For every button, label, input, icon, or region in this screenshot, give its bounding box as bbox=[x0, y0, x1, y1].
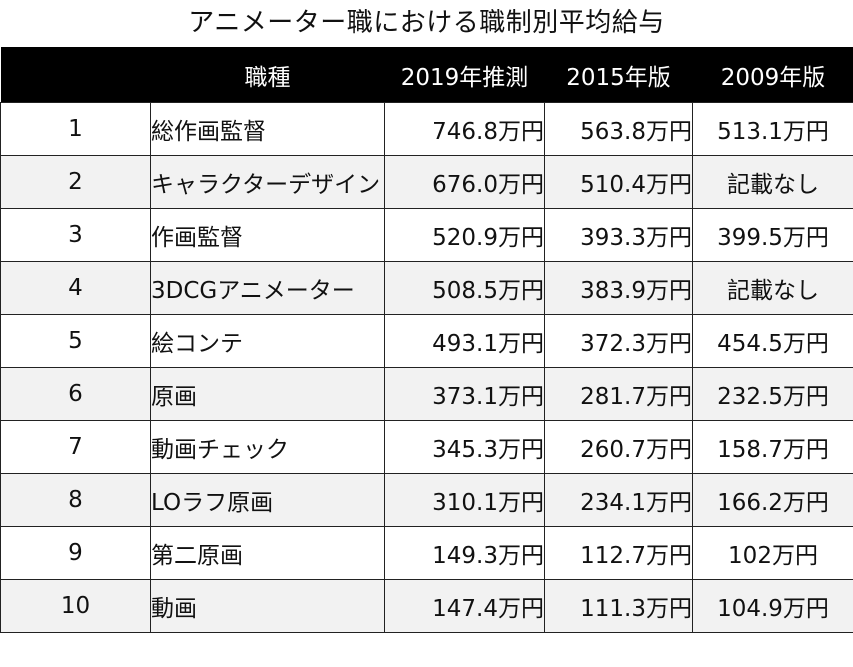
rank-cell: 4 bbox=[0, 261, 151, 315]
job-cell: 動画チェック bbox=[150, 420, 385, 474]
salary-2009-cell: 記載なし bbox=[692, 155, 853, 209]
salary-2009-cell: 399.5万円 bbox=[692, 208, 853, 262]
header-2015: 2015年版 bbox=[544, 47, 693, 103]
job-cell: キャラクターデザイン bbox=[150, 155, 385, 209]
salary-2019-cell: 676.0万円 bbox=[384, 155, 545, 209]
salary-2009-cell: 104.9万円 bbox=[692, 579, 853, 633]
rank-cell: 1 bbox=[0, 102, 151, 156]
rank-cell: 10 bbox=[0, 579, 151, 633]
job-cell: 総作画監督 bbox=[150, 102, 385, 156]
salary-2015-cell: 111.3万円 bbox=[544, 579, 693, 633]
job-cell: 作画監督 bbox=[150, 208, 385, 262]
salary-2019-cell: 310.1万円 bbox=[384, 473, 545, 527]
header-2019: 2019年推測 bbox=[384, 47, 545, 103]
salary-2015-cell: 112.7万円 bbox=[544, 526, 693, 580]
rank-cell: 2 bbox=[0, 155, 151, 209]
salary-2019-cell: 746.8万円 bbox=[384, 102, 545, 156]
salary-2015-cell: 372.3万円 bbox=[544, 314, 693, 368]
table-row: 5 絵コンテ 493.1万円 372.3万円 454.5万円 bbox=[0, 314, 853, 368]
header-rank bbox=[0, 47, 151, 103]
salary-2019-cell: 508.5万円 bbox=[384, 261, 545, 315]
salary-2019-cell: 493.1万円 bbox=[384, 314, 545, 368]
job-cell: LOラフ原画 bbox=[150, 473, 385, 527]
salary-2015-cell: 234.1万円 bbox=[544, 473, 693, 527]
job-cell: 第二原画 bbox=[150, 526, 385, 580]
rank-cell: 3 bbox=[0, 208, 151, 262]
table-row: 10 動画 147.4万円 111.3万円 104.9万円 bbox=[0, 579, 853, 633]
job-cell: 動画 bbox=[150, 579, 385, 633]
header-job: 職種 bbox=[150, 47, 385, 103]
table-row: 2 キャラクターデザイン 676.0万円 510.4万円 記載なし bbox=[0, 155, 853, 209]
salary-2009-cell: 166.2万円 bbox=[692, 473, 853, 527]
salary-2009-cell: 158.7万円 bbox=[692, 420, 853, 474]
table-row: 6 原画 373.1万円 281.7万円 232.5万円 bbox=[0, 367, 853, 421]
table-row: 9 第二原画 149.3万円 112.7万円 102万円 bbox=[0, 526, 853, 580]
table-header-row: 職種 2019年推測 2015年版 2009年版 bbox=[0, 47, 853, 103]
salary-table: 職種 2019年推測 2015年版 2009年版 1 総作画監督 746.8万円… bbox=[0, 47, 853, 633]
header-2009: 2009年版 bbox=[692, 47, 853, 103]
rank-cell: 8 bbox=[0, 473, 151, 527]
salary-2019-cell: 147.4万円 bbox=[384, 579, 545, 633]
table-row: 3 作画監督 520.9万円 393.3万円 399.5万円 bbox=[0, 208, 853, 262]
table-title: アニメーター職における職制別平均給与 bbox=[188, 8, 665, 38]
salary-2009-cell: 454.5万円 bbox=[692, 314, 853, 368]
job-cell: 3DCGアニメーター bbox=[150, 261, 385, 315]
salary-2015-cell: 260.7万円 bbox=[544, 420, 693, 474]
rank-cell: 7 bbox=[0, 420, 151, 474]
salary-2009-cell: 513.1万円 bbox=[692, 102, 853, 156]
salary-2019-cell: 345.3万円 bbox=[384, 420, 545, 474]
salary-2015-cell: 510.4万円 bbox=[544, 155, 693, 209]
rank-cell: 9 bbox=[0, 526, 151, 580]
salary-2009-cell: 102万円 bbox=[692, 526, 853, 580]
salary-2009-cell: 232.5万円 bbox=[692, 367, 853, 421]
salary-2015-cell: 563.8万円 bbox=[544, 102, 693, 156]
salary-2019-cell: 373.1万円 bbox=[384, 367, 545, 421]
table-row: 7 動画チェック 345.3万円 260.7万円 158.7万円 bbox=[0, 420, 853, 474]
job-cell: 原画 bbox=[150, 367, 385, 421]
job-cell: 絵コンテ bbox=[150, 314, 385, 368]
salary-2015-cell: 393.3万円 bbox=[544, 208, 693, 262]
salary-2015-cell: 383.9万円 bbox=[544, 261, 693, 315]
table-row: 4 3DCGアニメーター 508.5万円 383.9万円 記載なし bbox=[0, 261, 853, 315]
salary-2019-cell: 149.3万円 bbox=[384, 526, 545, 580]
rank-cell: 5 bbox=[0, 314, 151, 368]
table-row: 1 総作画監督 746.8万円 563.8万円 513.1万円 bbox=[0, 102, 853, 156]
rank-cell: 6 bbox=[0, 367, 151, 421]
table-row: 8 LOラフ原画 310.1万円 234.1万円 166.2万円 bbox=[0, 473, 853, 527]
salary-2015-cell: 281.7万円 bbox=[544, 367, 693, 421]
salary-2009-cell: 記載なし bbox=[692, 261, 853, 315]
salary-2019-cell: 520.9万円 bbox=[384, 208, 545, 262]
